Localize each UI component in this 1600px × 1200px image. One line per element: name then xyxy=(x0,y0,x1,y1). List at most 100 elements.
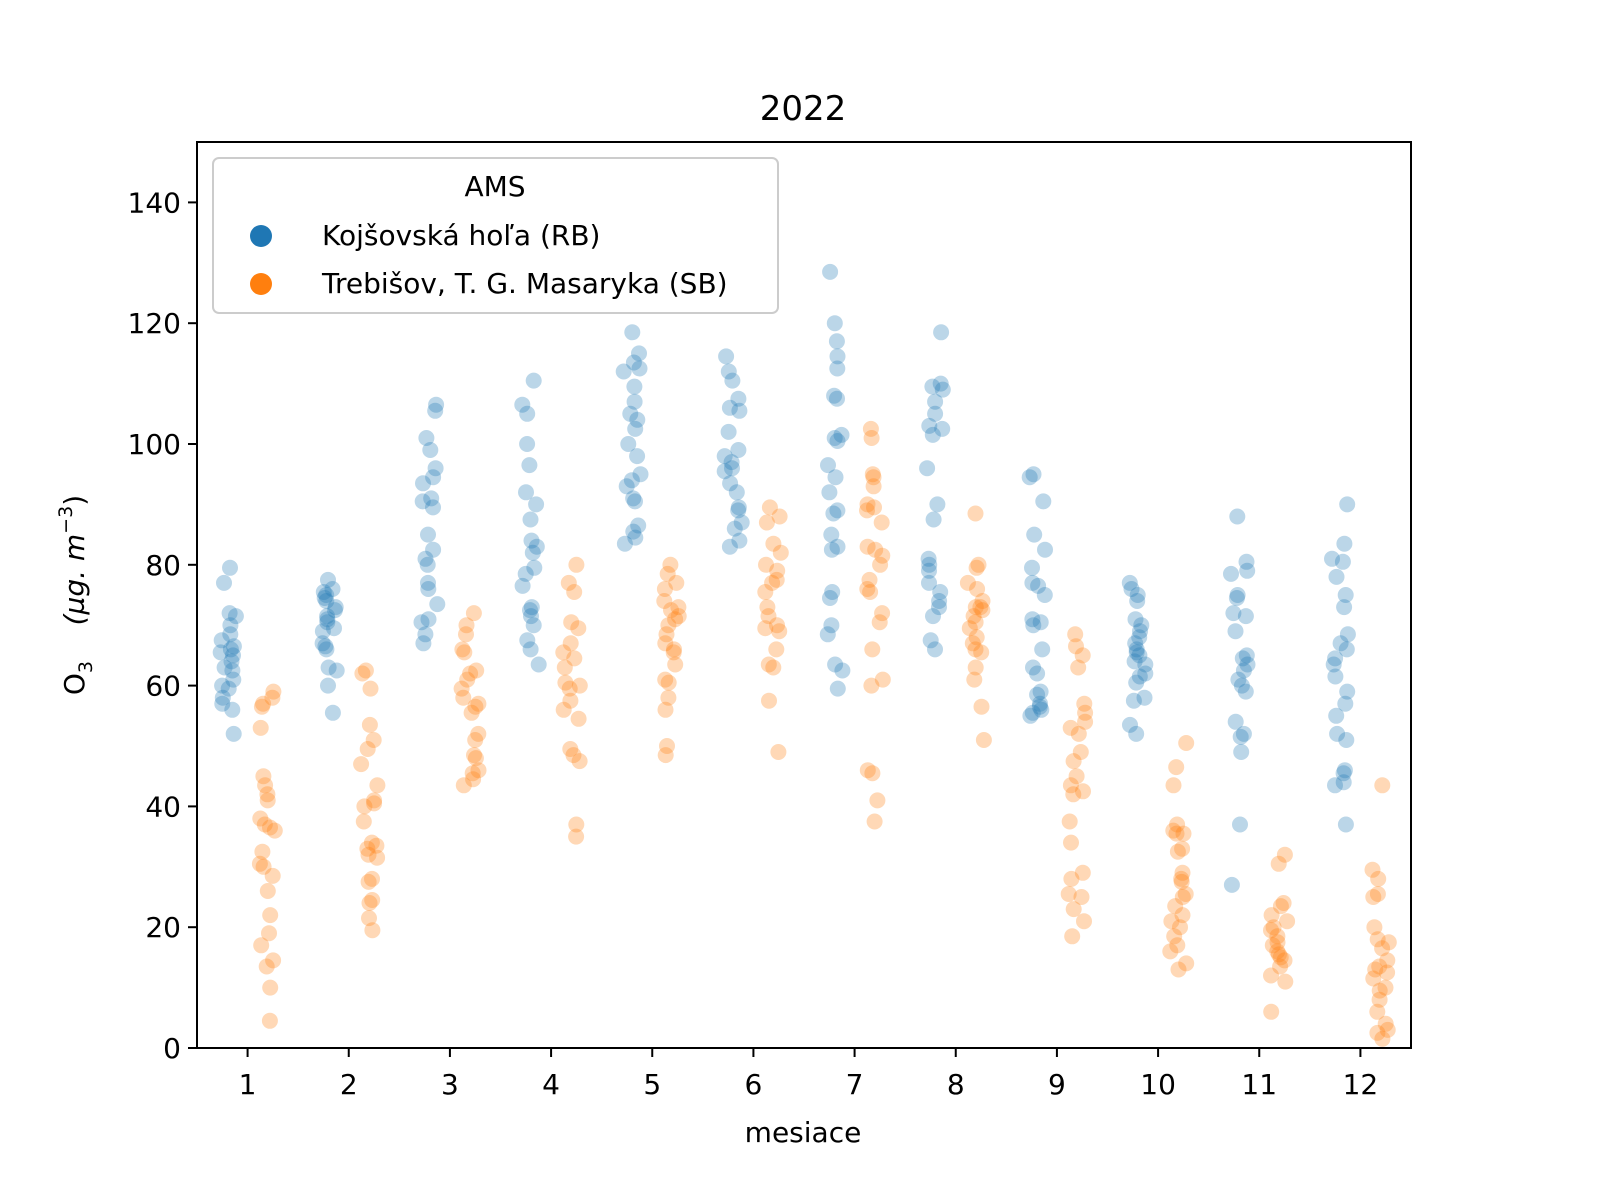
data-point xyxy=(862,584,879,600)
data-point xyxy=(721,399,738,416)
data-point xyxy=(1137,656,1154,673)
data-point xyxy=(1029,665,1046,682)
data-point xyxy=(1263,967,1279,984)
data-point xyxy=(1166,928,1183,945)
data-point xyxy=(1338,732,1355,748)
data-point xyxy=(425,469,442,486)
data-point xyxy=(1265,919,1282,936)
data-point xyxy=(1327,668,1344,685)
data-point xyxy=(822,263,839,280)
data-point xyxy=(972,599,989,616)
data-point xyxy=(863,430,880,446)
data-point xyxy=(555,701,572,718)
legend-label-trebisov: Trebišov, T. G. Masaryka (SB) xyxy=(321,267,728,300)
data-point xyxy=(1025,617,1042,634)
y-axis-label-unit: (µg. m xyxy=(58,534,91,626)
data-point xyxy=(730,499,747,516)
data-point xyxy=(657,635,674,652)
data-point xyxy=(320,659,337,676)
data-point xyxy=(1175,825,1192,842)
data-point xyxy=(214,677,231,694)
data-point xyxy=(253,937,270,954)
data-point xyxy=(427,460,444,477)
data-point xyxy=(974,602,991,619)
data-point xyxy=(1223,876,1240,893)
data-point xyxy=(1233,744,1250,760)
data-point xyxy=(1065,901,1082,918)
data-point xyxy=(420,581,437,597)
data-point xyxy=(1168,759,1185,776)
data-point xyxy=(1062,777,1079,794)
data-point xyxy=(731,532,748,549)
data-point xyxy=(259,883,276,899)
y-tick-label: 100 xyxy=(128,428,181,461)
x-tick-label: 5 xyxy=(643,1068,661,1101)
data-point xyxy=(874,671,891,688)
chart-title: 2022 xyxy=(760,89,847,129)
data-point xyxy=(214,695,231,712)
data-point xyxy=(557,674,574,691)
data-point xyxy=(1068,768,1085,785)
data-point xyxy=(264,689,281,706)
data-point xyxy=(967,641,984,658)
data-point xyxy=(1269,928,1286,945)
data-point xyxy=(518,484,534,501)
data-point xyxy=(973,644,990,661)
data-point xyxy=(618,478,635,495)
data-point xyxy=(1230,671,1247,688)
data-point xyxy=(771,508,788,525)
data-point xyxy=(259,786,276,803)
data-point xyxy=(1229,508,1246,525)
y-tick-label: 40 xyxy=(145,790,181,823)
data-point xyxy=(1174,864,1191,881)
data-point xyxy=(726,520,743,537)
data-point xyxy=(1379,952,1396,969)
x-tick-label: 10 xyxy=(1140,1068,1176,1101)
data-point xyxy=(1325,656,1342,673)
data-point xyxy=(974,593,991,609)
data-point xyxy=(1074,647,1091,664)
data-point xyxy=(418,430,435,446)
data-point xyxy=(1272,898,1289,915)
data-point xyxy=(369,777,386,794)
data-point xyxy=(921,574,937,591)
data-point xyxy=(768,641,785,658)
data-point xyxy=(1337,816,1354,833)
data-point xyxy=(927,641,943,658)
data-point xyxy=(1374,940,1391,957)
data-point xyxy=(865,478,882,495)
data-point xyxy=(428,396,445,413)
legend-marker-kojsovska xyxy=(250,225,272,247)
data-point xyxy=(1369,1003,1386,1020)
data-point xyxy=(255,858,272,875)
data-point xyxy=(1327,777,1343,794)
data-point xyxy=(1228,590,1245,606)
data-point xyxy=(760,656,777,673)
data-point xyxy=(660,674,677,691)
data-point xyxy=(561,680,578,697)
data-point xyxy=(368,837,385,854)
data-point xyxy=(867,541,884,558)
data-point xyxy=(931,599,947,616)
data-point xyxy=(626,378,643,395)
data-point xyxy=(716,448,733,465)
data-point xyxy=(1165,777,1182,794)
data-point xyxy=(1063,870,1080,887)
data-point xyxy=(1239,656,1256,673)
data-point xyxy=(456,644,473,661)
data-point xyxy=(360,873,377,890)
data-point xyxy=(1371,991,1388,1008)
data-point xyxy=(859,581,876,597)
data-point xyxy=(227,608,244,625)
data-point xyxy=(225,725,242,742)
data-point xyxy=(256,816,273,833)
data-point xyxy=(1371,982,1388,999)
data-point xyxy=(354,665,371,682)
data-point xyxy=(829,360,846,377)
data-point xyxy=(1064,928,1081,945)
data-point xyxy=(360,846,377,863)
data-point xyxy=(1337,587,1354,603)
data-point xyxy=(1365,889,1382,905)
data-point xyxy=(1127,635,1144,652)
data-point xyxy=(1072,744,1089,760)
